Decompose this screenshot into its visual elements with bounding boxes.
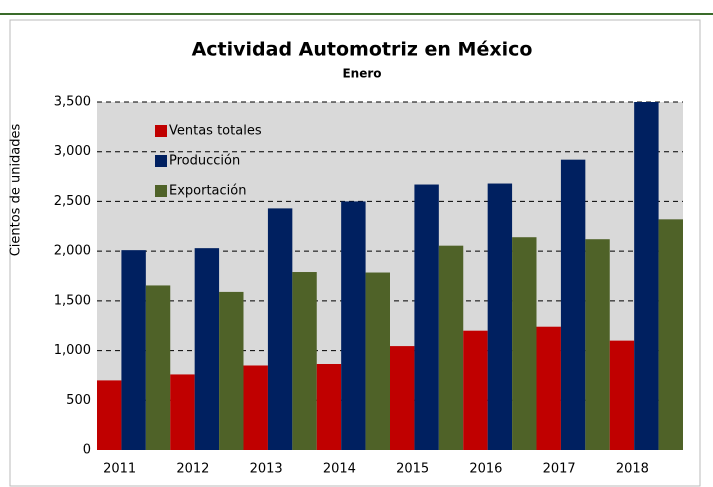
y-tick-label: 1,000 bbox=[54, 343, 91, 358]
bar bbox=[609, 340, 635, 450]
x-tick-label: 2018 bbox=[616, 462, 649, 477]
legend-swatch bbox=[155, 125, 167, 137]
y-tick-label: 0 bbox=[83, 443, 91, 458]
bar bbox=[365, 272, 390, 450]
chart-subtitle: Enero bbox=[342, 67, 381, 81]
legend-label: Producción bbox=[169, 154, 240, 169]
legend-swatch bbox=[155, 185, 167, 197]
y-tick-label: 500 bbox=[66, 393, 91, 408]
x-tick-label: 2012 bbox=[176, 462, 209, 477]
y-tick-label: 2,000 bbox=[54, 244, 91, 259]
x-tick-label: 2013 bbox=[250, 462, 283, 477]
bar bbox=[536, 326, 561, 450]
bar bbox=[390, 346, 415, 450]
bar bbox=[97, 380, 122, 450]
x-tick-label: 2016 bbox=[469, 462, 502, 477]
bar bbox=[487, 183, 513, 450]
y-axis-label: Cientos de unidades bbox=[9, 123, 24, 256]
bar bbox=[219, 291, 244, 450]
bar bbox=[267, 208, 293, 450]
legend-swatch bbox=[155, 155, 167, 167]
bar bbox=[438, 245, 464, 450]
bar bbox=[341, 201, 366, 450]
legend-label: Exportación bbox=[169, 184, 246, 199]
y-tick-label: 2,500 bbox=[54, 194, 91, 209]
bar bbox=[634, 102, 659, 450]
x-tick-label: 2014 bbox=[323, 462, 356, 477]
bar bbox=[512, 237, 537, 450]
x-tick-label: 2011 bbox=[103, 462, 136, 477]
chart-title: Actividad Automotriz en México bbox=[192, 39, 533, 61]
bar bbox=[658, 219, 683, 450]
bar bbox=[414, 184, 439, 451]
bar bbox=[585, 239, 610, 450]
bar bbox=[121, 250, 146, 450]
y-tick-label: 1,500 bbox=[54, 293, 91, 308]
bar bbox=[316, 363, 342, 450]
y-tick-label: 3,500 bbox=[54, 95, 91, 110]
bar bbox=[463, 330, 488, 450]
legend-label: Ventas totales bbox=[169, 124, 262, 139]
bar bbox=[170, 374, 195, 450]
bar bbox=[292, 272, 317, 450]
bar bbox=[145, 285, 171, 450]
bar bbox=[194, 248, 220, 450]
x-tick-label: 2015 bbox=[396, 462, 429, 477]
y-tick-label: 3,000 bbox=[54, 144, 91, 159]
x-tick-label: 2017 bbox=[543, 462, 576, 477]
bar bbox=[243, 365, 268, 450]
bar bbox=[560, 159, 586, 450]
